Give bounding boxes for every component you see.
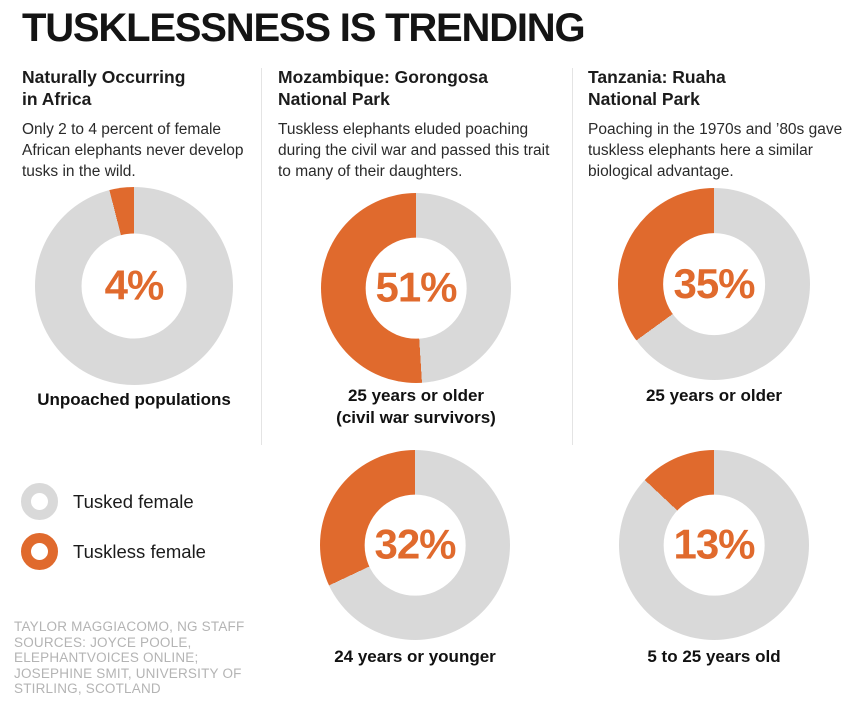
donut-chart-unpoached: 4% — [35, 187, 233, 385]
tusked-female-ring-icon — [21, 483, 58, 520]
donut-percent-label: 4% — [104, 262, 165, 309]
column-heading: Tanzania: Ruaha National Park — [588, 67, 726, 109]
donut-chart-gorongosa-older: 51% — [321, 193, 511, 383]
donut-percent-label: 32% — [374, 521, 456, 568]
donut-percent-label: 51% — [375, 264, 457, 311]
donut-caption: 25 years or older (civil war survivors) — [336, 386, 496, 427]
legend-item-tuskless: Tuskless female — [21, 533, 206, 570]
column-heading: Mozambique: Gorongosa National Park — [278, 67, 488, 109]
column-description: Only 2 to 4 percent of female African el… — [22, 121, 244, 180]
page-title: TUSKLESSNESS IS TRENDING — [22, 6, 586, 50]
donut-caption: 5 to 25 years old — [647, 647, 781, 666]
donut-hole: 13% — [663, 494, 765, 596]
donut-caption: 24 years or younger — [334, 647, 496, 666]
legend-item-tusked: Tusked female — [21, 483, 194, 520]
donut-chart-ruaha-older: 35% — [618, 188, 810, 380]
column-divider — [572, 68, 573, 445]
column-heading: Naturally Occurring in Africa — [22, 67, 186, 109]
donut-hole: 4% — [81, 233, 187, 339]
column-naturally-occurring: Naturally Occurring in Africa Only 2 to … — [22, 66, 260, 182]
column-divider — [261, 68, 262, 445]
column-description: Tuskless elephants eluded poaching durin… — [278, 121, 550, 180]
donut-percent-label: 35% — [673, 260, 755, 307]
column-description: Poaching in the 1970s and ’80s gave tusk… — [588, 121, 843, 180]
tuskless-female-ring-icon — [21, 533, 58, 570]
donut-chart-gorongosa-younger: 32% — [320, 450, 510, 640]
legend-label: Tusked female — [73, 490, 194, 512]
donut-percent-label: 13% — [673, 521, 755, 568]
donut-caption: 25 years or older — [645, 386, 783, 405]
credits-text: TAYLOR MAGGIACOMO, NG STAFF SOURCES: JOY… — [14, 619, 245, 696]
donut-hole: 32% — [364, 494, 466, 596]
column-tanzania-ruaha: Tanzania: Ruaha National Park Poaching i… — [588, 66, 850, 182]
donut-chart-ruaha-younger: 13% — [619, 450, 809, 640]
column-mozambique-gorongosa: Mozambique: Gorongosa National Park Tusk… — [278, 66, 560, 182]
donut-hole: 51% — [365, 237, 467, 339]
donut-caption: Unpoached populations — [37, 390, 231, 409]
donut-hole: 35% — [663, 233, 765, 335]
legend-label: Tuskless female — [73, 540, 206, 562]
